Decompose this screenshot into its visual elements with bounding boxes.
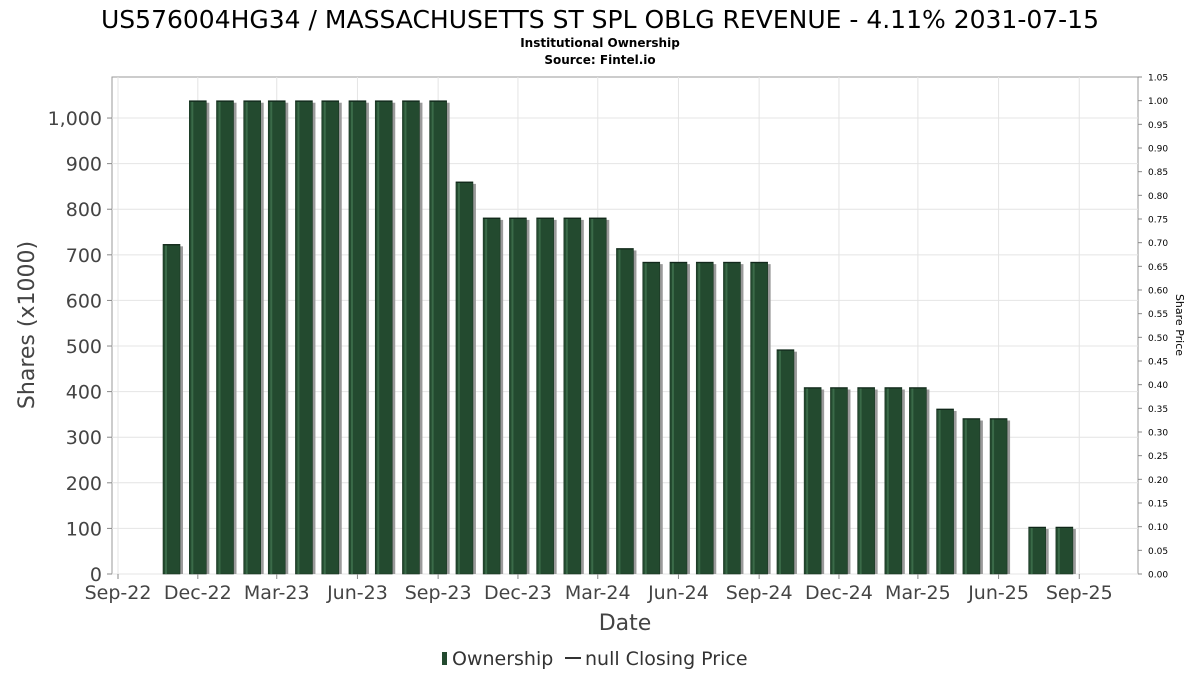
ownership-bar [936, 408, 957, 575]
chart-title: US576004HG34 / MASSACHUSETTS ST SPL OBLG… [101, 5, 1099, 34]
x-tick-label: Sep-25 [1046, 582, 1113, 604]
y-tick-label: 500 [66, 336, 102, 358]
y-tick-label: 800 [66, 199, 102, 221]
y-tick-label: 0 [90, 564, 102, 586]
ownership-bar [1055, 526, 1076, 575]
ownership-bar [482, 217, 504, 575]
chart-source: Source: Fintel.io [544, 53, 655, 67]
ownership-bar [723, 261, 744, 575]
y2-tick-label: 0.35 [1148, 405, 1168, 415]
ownership-bar [669, 261, 690, 575]
ownership-bar [884, 387, 905, 575]
y-tick-label: 400 [66, 382, 102, 404]
y2-tick-label: 0.10 [1148, 523, 1168, 533]
ownership-bar [616, 248, 637, 575]
ownership-bar [267, 100, 289, 575]
y2-tick-label: 0.05 [1148, 547, 1168, 557]
ownership-bar [776, 349, 797, 575]
x-tick-label: Sep-23 [405, 582, 472, 604]
y-axis-title: Shares (x1000) [15, 241, 40, 409]
y2-tick-label: 0.95 [1148, 121, 1168, 131]
y2-tick-label: 0.45 [1148, 358, 1168, 368]
y2-tick-label: 0.60 [1148, 287, 1168, 297]
ownership-bars [162, 100, 1076, 575]
y2-tick-label: 0.15 [1148, 500, 1168, 510]
y2-tick-label: 0.75 [1148, 216, 1168, 226]
axes: 0 100 200 300 400 500 600 700 800 900 1,000 Sep-22 D… [48, 74, 1169, 605]
legend: Ownership null Closing Price [442, 648, 748, 670]
y2-tick-label: 0.55 [1148, 310, 1168, 320]
ownership-bar [536, 217, 557, 575]
x-tick-label: Mar-25 [885, 582, 951, 604]
ownership-bar [563, 217, 584, 575]
x-tick-label: Sep-24 [726, 582, 793, 604]
ownership-bar [162, 244, 184, 575]
legend-closing-price-label: null Closing Price [585, 648, 748, 670]
y-tick-label: 200 [66, 473, 102, 495]
ownership-bar [295, 100, 316, 575]
ownership-bar [909, 387, 930, 575]
legend-ownership-marker [442, 652, 447, 665]
ownership-bar [857, 387, 878, 575]
y2-tick-label: 0.70 [1148, 239, 1168, 249]
x-tick-label: Mar-23 [244, 582, 310, 604]
y2-tick-label: 0.30 [1148, 429, 1168, 439]
ownership-bar [989, 418, 1011, 575]
y2-tick-label: 1.05 [1148, 74, 1168, 84]
y-tick-label: 900 [66, 154, 102, 176]
y-tick-label: 300 [66, 427, 102, 449]
y2-tick-label: 0.50 [1148, 334, 1168, 344]
ownership-bar [216, 100, 237, 575]
ownership-bar [588, 217, 610, 575]
ownership-bar [321, 100, 342, 575]
ownership-bar [1028, 526, 1049, 575]
x-tick-label: Dec-24 [805, 582, 873, 604]
y-tick-label: 600 [66, 290, 102, 312]
legend-ownership-label: Ownership [452, 648, 553, 670]
ownership-bar [509, 217, 530, 575]
ownership-bar [348, 100, 369, 575]
y-tick-label: 1,000 [48, 108, 102, 130]
x-tick-label: Dec-22 [164, 582, 232, 604]
y2-tick-label: 0.90 [1148, 145, 1168, 155]
y2-tick-label: 0.40 [1148, 381, 1168, 391]
ownership-bar [374, 100, 396, 575]
y-tick-label: 700 [66, 245, 102, 267]
ownership-bar [750, 261, 771, 575]
ownership-bar [642, 261, 663, 575]
ownership-bar [695, 261, 717, 575]
y2-tick-label: 0.20 [1148, 476, 1168, 486]
ownership-bar [243, 100, 264, 575]
ownership-bar [455, 181, 476, 575]
chart-subtitle: Institutional Ownership [520, 36, 680, 50]
y2-tick-label: 0.65 [1148, 263, 1168, 273]
y2-tick-label: 0.80 [1148, 192, 1168, 202]
x-tick-label: Dec-23 [484, 582, 552, 604]
x-tick-label: Jun-25 [967, 582, 1029, 604]
ownership-bar [830, 387, 851, 575]
ownership-bar [962, 418, 983, 575]
x-tick-label: Sep-22 [85, 582, 152, 604]
x-tick-label: Jun-24 [647, 582, 709, 604]
y2-tick-label: 1.00 [1148, 97, 1168, 107]
ownership-bar [429, 100, 450, 575]
x-axis-title: Date [599, 611, 652, 636]
x-tick-label: Jun-23 [326, 582, 388, 604]
y2-tick-label: 0.85 [1148, 168, 1168, 178]
ownership-bar [189, 100, 210, 575]
y-tick-label: 100 [66, 518, 102, 540]
y2-tick-label: 0.00 [1148, 571, 1168, 581]
y2-tick-label: 0.25 [1148, 452, 1168, 462]
ownership-bar [402, 100, 423, 575]
ownership-bar [803, 387, 825, 575]
x-tick-label: Mar-24 [565, 582, 631, 604]
y2-axis-title: Share Price [1173, 294, 1186, 356]
